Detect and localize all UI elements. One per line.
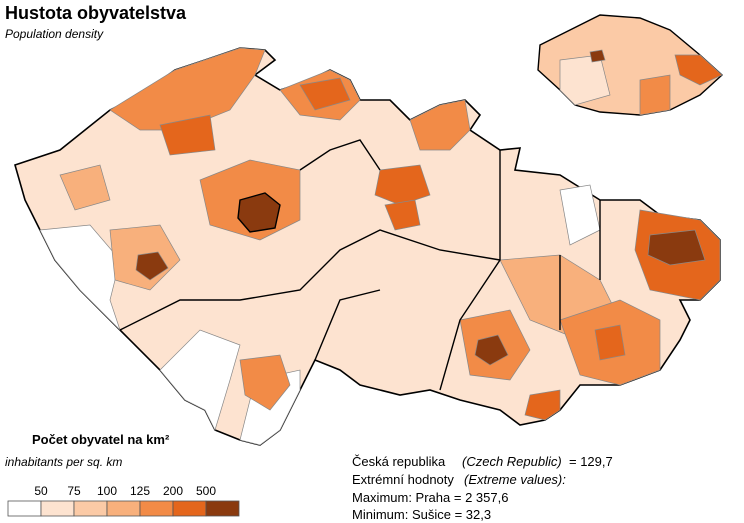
- legend-swatch: [40, 500, 75, 517]
- country-label: Česká republika: [352, 454, 446, 469]
- extremes-label-en: (Extreme values):: [464, 472, 566, 487]
- legend-break-label: 200: [163, 484, 183, 498]
- region: [384, 199, 421, 231]
- region: [239, 354, 291, 411]
- legend-swatch: [7, 500, 42, 517]
- legend-break-label: 100: [97, 484, 117, 498]
- legend-swatch: [205, 500, 240, 517]
- legend-swatch: [139, 500, 174, 517]
- region: [109, 47, 266, 131]
- region: [299, 77, 351, 111]
- country-label-en: (Czech Republic): [462, 454, 562, 469]
- legend-break-label: 125: [130, 484, 150, 498]
- region: [135, 251, 169, 281]
- legend: 50 75 100 125 200 500: [7, 484, 240, 517]
- country-value: = 129,7: [569, 454, 613, 469]
- region: [647, 229, 706, 266]
- legend-break-label: 75: [67, 484, 81, 498]
- region: [39, 224, 121, 331]
- region: [674, 54, 723, 86]
- legend-break-label: 500: [196, 484, 216, 498]
- region: [639, 74, 671, 116]
- region: [524, 389, 561, 421]
- legend-swatch: [73, 500, 108, 517]
- legend-swatch: [172, 500, 207, 517]
- extremes-label: Extrémní hodnoty: [352, 472, 454, 487]
- legend-subtitle: inhabitants per sq. km: [5, 455, 122, 469]
- map: [14, 14, 724, 446]
- title: Hustota obyvatelstva: [5, 3, 187, 23]
- subtitle: Population density: [5, 27, 104, 41]
- legend-title: Počet obyvatel na km²: [32, 432, 170, 447]
- region: [474, 334, 509, 366]
- legend-swatch: [106, 500, 141, 517]
- maximum: Maximum: Praha = 2 357,6: [352, 490, 508, 505]
- region: [589, 49, 606, 63]
- region: [594, 324, 626, 361]
- region: [59, 164, 111, 211]
- region: [409, 99, 471, 151]
- region: [159, 114, 216, 156]
- region: [237, 192, 281, 233]
- region-border: [119, 139, 601, 391]
- legend-break-label: 50: [34, 484, 48, 498]
- minimum: Minimum: Sušice = 32,3: [352, 507, 491, 522]
- region: [159, 329, 241, 431]
- stats: Česká republika (Czech Republic) = 129,7…: [352, 454, 613, 522]
